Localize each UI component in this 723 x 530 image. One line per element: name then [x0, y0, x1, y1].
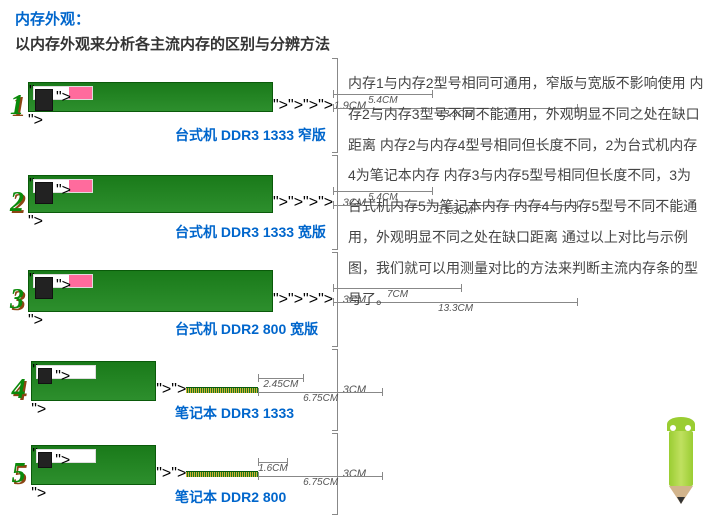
description-text: 内存1与内存2型号相同可通用，窄版与宽版不影响使用 内存2与内存3型号不同不能通…: [348, 68, 705, 314]
module-label: 笔记本 DDR3 1333: [175, 403, 294, 423]
content-area: 1 ">">">">">">"> 1.9CM 5.4CM 13.3CM 台式机 …: [0, 58, 723, 517]
ram-diagram: ">">">: [31, 361, 156, 419]
ram-module-icon: ">">: [28, 270, 273, 312]
ram-contacts: [186, 471, 258, 477]
module-number: 1: [10, 90, 24, 122]
ram-notch: [40, 509, 44, 516]
ram-notch: [140, 341, 144, 348]
module-number: 5: [10, 458, 27, 490]
module-label: 台式机 DDR3 1333 窄版: [175, 125, 326, 145]
ram-chips: ">: [35, 277, 71, 299]
ram-chips: ">: [35, 89, 71, 111]
ram-diagram: ">">">: [31, 445, 156, 503]
ram-notch: [110, 244, 114, 251]
module-number: 4: [10, 374, 27, 406]
module-label: 台式机 DDR2 800 宽版: [175, 319, 318, 339]
header: 内存外观： 以内存外观来分析各主流内存的区别与分辨方法: [0, 0, 723, 58]
ram-module-icon: ">">: [31, 445, 156, 485]
ram-module-icon: ">">: [31, 361, 156, 401]
ram-notch: [55, 425, 59, 432]
module-row-5: 5 ">">">">"> 3CM 1.6CM 6.75CM 笔记本 DDR2 8…: [10, 433, 330, 515]
modules-column: 1 ">">">">">">"> 1.9CM 5.4CM 13.3CM 台式机 …: [10, 58, 330, 517]
module-row-3: 3 ">">">">">">"> 3CM 7CM 13.3CM 台式机 DDR2…: [10, 252, 330, 347]
ram-notch: [110, 147, 114, 154]
ram-diagram: ">">">: [28, 82, 273, 130]
module-label: 笔记本 DDR2 800: [175, 487, 286, 507]
module-number: 3: [10, 284, 24, 316]
width1-dimension: 1.6CM: [258, 463, 288, 474]
subtitle: 以内存外观来分析各主流内存的区别与分辨方法: [15, 33, 708, 54]
ram-chips: ">: [35, 182, 71, 204]
module-number: 2: [10, 187, 24, 219]
ram-chips: ">: [38, 368, 70, 386]
ram-module-icon: ">">: [28, 175, 273, 213]
main-title: 内存外观：: [15, 8, 708, 29]
ram-chips: ">: [38, 452, 70, 470]
pencil-mascot-icon: [658, 417, 703, 507]
ram-module-icon: ">">: [28, 82, 273, 112]
description-column: 内存1与内存2型号相同可通用，窄版与宽版不影响使用 内存2与内存3型号不同不能通…: [330, 58, 713, 517]
module-label: 台式机 DDR3 1333 宽版: [175, 222, 326, 242]
module-row-4: 4 ">">">">"> 3CM 2.45CM 6.75CM 笔记本 DDR3 …: [10, 349, 330, 431]
ram-contacts: [186, 387, 258, 393]
width1-dimension: 2.45CM: [258, 379, 303, 390]
module-row-2: 2 ">">">">">">"> 3CM 5.4CM 13.3CM 台式机 DD…: [10, 155, 330, 250]
module-row-1: 1 ">">">">">">"> 1.9CM 5.4CM 13.3CM 台式机 …: [10, 58, 330, 153]
